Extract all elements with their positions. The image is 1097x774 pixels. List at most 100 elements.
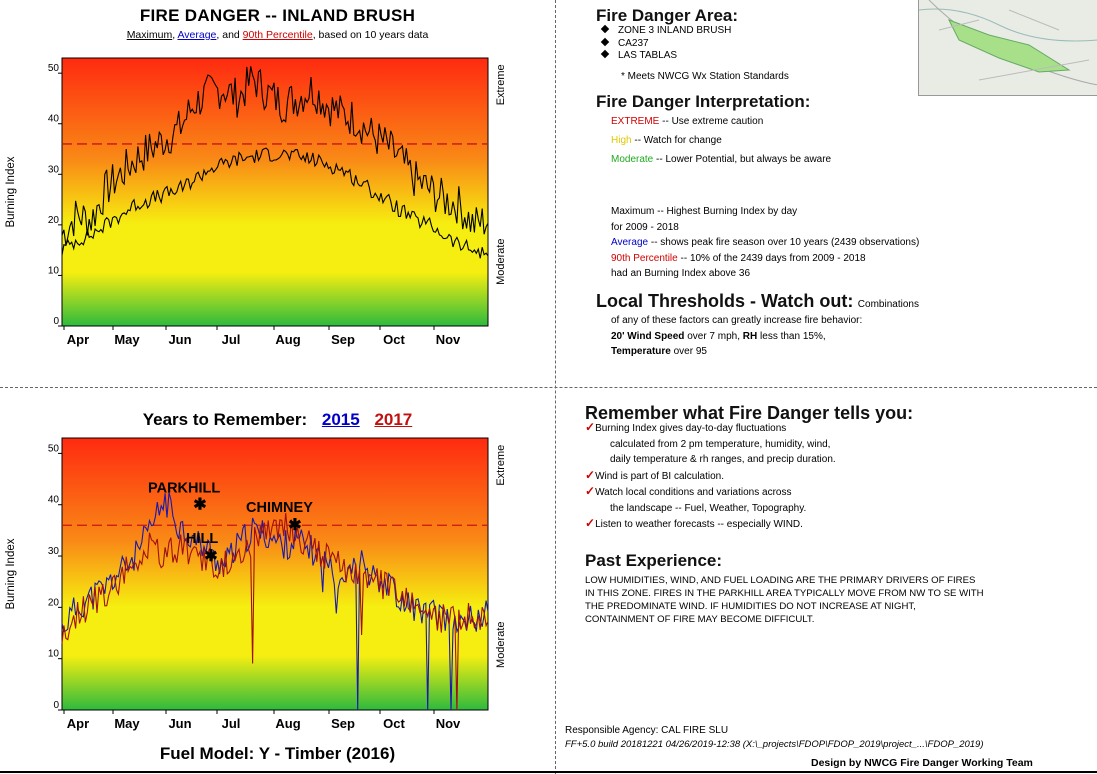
month-label: Nov (436, 716, 461, 731)
remember-l1: ✓Burning Index gives day-to-day fluctuat… (585, 420, 836, 437)
past-l1: LOW HUMIDITIES, WIND, AND FUEL LOADING A… (585, 575, 976, 586)
high-word: High (611, 135, 632, 146)
y-tick-label: 30 (48, 164, 60, 175)
chart2-year-2015: 2015 (321, 410, 360, 429)
remember-l7-text: Listen to weather forecasts -- especiall… (595, 519, 803, 530)
month-label: May (114, 716, 140, 731)
check-icon: ✓ (585, 420, 596, 434)
bullet-icon (600, 37, 610, 46)
bottom-rule (0, 771, 1097, 773)
interp-high: High -- Watch for change (611, 133, 722, 149)
area-item: CA237 (600, 37, 731, 51)
subtitle-tail: , based on 10 years data (312, 29, 429, 41)
month-label: Jul (222, 332, 241, 347)
area-item: LAS TABLAS (600, 49, 731, 63)
annotation-star: ✱ (204, 548, 217, 565)
area-item: ZONE 3 INLAND BRUSH (600, 24, 732, 38)
high-desc: -- Watch for change (634, 135, 722, 146)
temp-value: over 95 (673, 346, 707, 357)
check-icon: ✓ (585, 516, 596, 530)
past-body: LOW HUMIDITIES, WIND, AND FUEL LOADING A… (585, 574, 984, 626)
remember-l4-text: Wind is part of BI calculation. (595, 470, 725, 482)
series-line-average (61, 147, 489, 259)
remember-l5: ✓Watch local conditions and variations a… (585, 484, 836, 501)
series-line-2017 (61, 513, 489, 711)
thresholds-line1: of any of these factors can greatly incr… (611, 315, 863, 326)
subtitle-90th: 90th Percentile (242, 29, 313, 41)
thresholds-line2: 20' Wind Speed over 7 mph, RH less than … (611, 329, 862, 345)
legend-p90-2: had an Burning Index above 36 (611, 268, 750, 279)
remember-l6: the landscape -- Fuel, Weather, Topograp… (610, 502, 807, 514)
moderate-axis-label: Moderate (495, 621, 507, 667)
subtitle-sep2: , and (216, 29, 243, 41)
legend-block: Maximum -- Highest Burning Index by day … (611, 204, 919, 282)
remember-l3: daily temperature & rh ranges, and preci… (610, 454, 836, 465)
zone-map-thumbnail (918, 0, 1097, 96)
rh-value: less than 15%, (760, 330, 826, 342)
subtitle-maximum: Maximum (126, 29, 173, 41)
fuel-model-label: Fuel Model: Y - Timber (2016) (159, 744, 396, 763)
chart2-plot: 0 10 20 30 40 50 Burning Index Extreme Moderate A… (5, 437, 507, 731)
y-tick-label: 50 (48, 443, 60, 454)
legend-p90-word: 90th Percentile (611, 252, 678, 264)
y-tick-label: 20 (48, 597, 60, 608)
thresholds-line3: Temperature over 95 (611, 344, 862, 360)
responsible-agency: Responsible Agency: CAL FIRE SLU (565, 725, 729, 736)
moderate-axis-label: Moderate (495, 238, 507, 284)
y-tick-label: 20 (48, 215, 60, 226)
chart2-year-2017: 2017 (374, 410, 413, 429)
legend-avg: Average -- shows peak fire season over 1… (611, 235, 919, 251)
chart1-subtitle: Maximum, Average, and 90th Percentile, b… (0, 29, 555, 41)
month-label: Jun (168, 716, 191, 731)
interp-heading: Fire Danger Interpretation: (596, 92, 811, 111)
remember-heading: Remember what Fire Danger tells you: (585, 403, 914, 423)
check-icon: ✓ (585, 467, 596, 482)
design-credit: Design by NWCG Fire Danger Working Team (811, 757, 1033, 769)
moderate-word: Moderate (611, 154, 654, 165)
remember-l2: calculated from 2 pm temperature, humidi… (610, 438, 831, 450)
past-l4: CONTAINMENT OF FIRE MAY BECOME DIFFICULT… (585, 614, 815, 625)
legend-p90-desc: -- 10% of the 2439 days from 2009 - 2018 (680, 252, 866, 264)
y-tick-label: 0 (53, 700, 59, 711)
temp-label: Temperature (611, 346, 671, 357)
legend-max-2: for 2009 - 2018 (611, 221, 679, 233)
y-tick-label: 10 (48, 649, 60, 660)
month-label: Oct (383, 716, 405, 731)
extreme-desc: -- Use extreme caution (662, 116, 764, 127)
subtitle-sep1: , (172, 29, 178, 41)
legend-p90: 90th Percentile -- 10% of the 2439 days … (611, 251, 919, 267)
area-item-text: ZONE 3 INLAND BRUSH (618, 25, 732, 36)
wind-value: over 7 mph, (687, 330, 741, 342)
month-label: Sep (331, 716, 355, 731)
month-label: Apr (67, 716, 89, 731)
area-item-text: CA237 (618, 37, 649, 49)
area-heading: Fire Danger Area: (596, 6, 739, 25)
month-label: Jul (222, 716, 241, 731)
annotation-label: PARKHILL (148, 481, 220, 497)
legend-avg-desc: -- shows peak fire season over 10 years … (650, 237, 920, 248)
area-item-text: LAS TABLAS (618, 50, 678, 61)
month-label: Jun (168, 332, 191, 347)
check-icon: ✓ (585, 484, 596, 498)
bullet-icon (600, 24, 610, 34)
area-note: * Meets NWCG Wx Station Standards (621, 71, 789, 82)
thresholds-heading: Local Thresholds - Watch out: (596, 291, 854, 311)
y-tick-label: 50 (48, 63, 60, 74)
extreme-axis-label: Extreme (495, 445, 507, 486)
remember-l5-text: Watch local conditions and variations ac… (595, 487, 792, 498)
month-label: Nov (436, 332, 461, 347)
month-label: Oct (383, 332, 405, 347)
chart1-title: FIRE DANGER -- INLAND BRUSH (139, 6, 416, 25)
map-graphic (919, 0, 1097, 86)
remember-l1-text: Burning Index gives day-to-day fluctuati… (595, 423, 787, 434)
annotation-label: CHIMNEY (246, 500, 313, 516)
remember-l7: ✓Listen to weather forecasts -- especial… (585, 516, 836, 533)
chart2-title-label: Years to Remember: (142, 410, 308, 429)
y-axis-title: Burning Index (5, 156, 17, 227)
build-info: FF+5.0 build 20181221 04/26/2019-12:38 (… (565, 739, 984, 750)
subtitle-average: Average (177, 29, 217, 41)
past-l3: THE PREDOMINATE WIND. IF HUMIDITIES DO N… (585, 601, 916, 612)
bullet-icon (600, 49, 610, 59)
moderate-desc: -- Lower Potential, but always be aware (656, 154, 832, 165)
thresholds-heading-tail: Combinations (857, 299, 919, 310)
